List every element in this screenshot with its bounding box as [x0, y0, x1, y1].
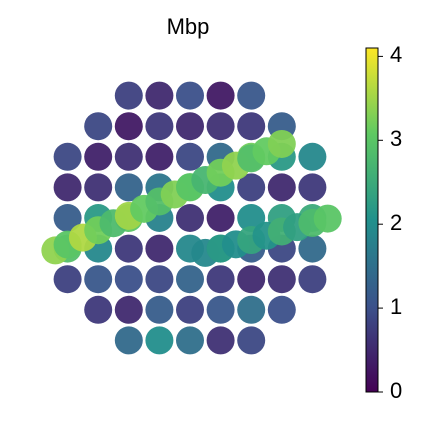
spot	[145, 265, 174, 294]
spot	[84, 142, 113, 171]
spot	[53, 142, 82, 171]
spot	[176, 204, 204, 232]
spot	[267, 295, 296, 324]
colorbar-tick-label: 4	[390, 42, 402, 67]
spot	[267, 265, 296, 294]
spot	[206, 204, 235, 232]
spot	[114, 265, 143, 294]
spot	[237, 295, 266, 324]
spot	[53, 173, 82, 202]
spot	[298, 265, 327, 294]
spot	[176, 112, 204, 141]
spot	[237, 81, 266, 110]
spot	[145, 112, 174, 141]
spot	[176, 81, 204, 110]
spot	[298, 234, 327, 263]
spot	[114, 81, 143, 110]
spot	[84, 295, 113, 324]
spot	[237, 326, 266, 355]
spot	[206, 112, 235, 141]
spot	[145, 326, 174, 355]
spot	[237, 265, 266, 294]
spot	[298, 173, 327, 202]
spot	[237, 173, 266, 202]
spot	[145, 81, 174, 110]
spot	[206, 295, 235, 324]
colorbar	[365, 47, 379, 393]
spot	[206, 326, 235, 355]
spot	[298, 142, 327, 171]
spot	[114, 295, 143, 324]
spot	[206, 81, 235, 110]
spot	[206, 265, 235, 294]
spot	[313, 204, 342, 233]
spot	[176, 295, 204, 324]
spot	[176, 142, 204, 171]
spots	[41, 81, 342, 355]
spot	[237, 112, 266, 141]
colorbar-tick-label: 1	[390, 294, 402, 319]
spot	[114, 234, 143, 263]
spot	[267, 173, 296, 202]
colorbar-tick-label: 0	[390, 378, 402, 403]
colorbar-tick-label: 3	[390, 126, 402, 151]
spot	[84, 112, 113, 141]
spot	[114, 326, 143, 355]
spot	[114, 142, 143, 171]
spot	[114, 173, 143, 202]
spot	[145, 295, 174, 324]
spot	[53, 265, 82, 294]
colorbar-tick-label: 2	[390, 210, 402, 235]
spot	[145, 142, 174, 171]
spot	[84, 265, 113, 294]
chart-title: Mbp	[167, 14, 210, 39]
spot	[53, 204, 82, 232]
spot	[267, 129, 296, 158]
spot	[145, 234, 174, 263]
spot	[176, 265, 204, 294]
spot	[114, 112, 143, 141]
spot	[84, 173, 113, 202]
spot	[176, 326, 204, 355]
